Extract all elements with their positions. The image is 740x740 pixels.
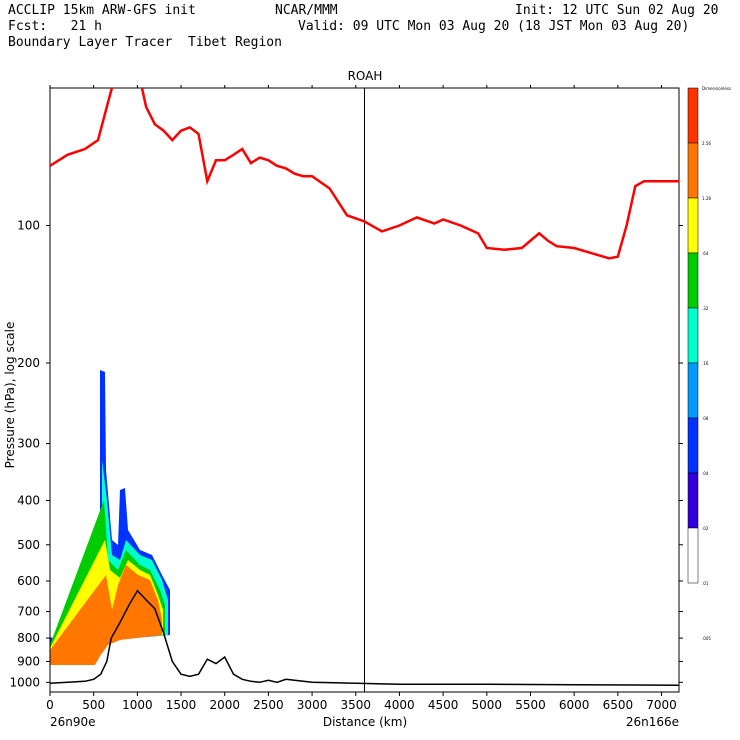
y-tick-label: 900 — [17, 654, 40, 668]
tracer-fill-layer — [50, 370, 170, 665]
y-tick-label: 300 — [17, 436, 40, 450]
header-right-line1: Init: 12 UTC Sun 02 Aug 20 — [515, 3, 719, 18]
colorbar-swatch — [687, 362, 699, 419]
terrain-line — [50, 589, 679, 687]
x-tick-label: 5000 — [472, 698, 503, 712]
x-tick-label: 4000 — [384, 698, 415, 712]
y-tick-label: 100 — [17, 219, 40, 233]
x-tick-label: 500 — [82, 698, 105, 712]
x-tick-label: 0 — [46, 698, 54, 712]
y-tick-label: 200 — [17, 356, 40, 370]
x-tick-label: 7000 — [646, 698, 677, 712]
y-tick-label: 600 — [17, 574, 40, 588]
y-tick-label: 800 — [17, 631, 40, 645]
x-start-label: 26n90e — [50, 715, 96, 729]
tropopause-line — [50, 88, 679, 260]
header-right-line2: Valid: 09 UTC Mon 03 Aug 20 (18 JST Mon … — [298, 19, 690, 34]
header-left-line3: Boundary Layer Tracer Tibet Region — [8, 35, 282, 50]
colorbar-swatch — [687, 472, 699, 529]
x-tick-label: 1000 — [122, 698, 153, 712]
colorbar-label: 1.28 — [702, 196, 711, 201]
colorbar-label: .16 — [702, 361, 709, 366]
x-tick-label: 6000 — [559, 698, 590, 712]
plot-axes: 0 500 1000 1500 2000 2500 3000 3500 4000 4500 5000… — [9, 85, 683, 712]
y-tick-label: 500 — [17, 538, 40, 552]
x-axis-label: Distance (km) — [323, 715, 407, 729]
colorbar-label: .02 — [702, 526, 709, 531]
chart-title: ROAH — [348, 69, 383, 83]
x-tick-label: 3000 — [297, 698, 328, 712]
x-tick-label: 4500 — [428, 698, 459, 712]
x-tick-label: 5500 — [515, 698, 546, 712]
y-tick-label: 1000 — [9, 675, 40, 689]
colorbar-label: .08 — [702, 416, 709, 421]
colorbar-label: 2.56 — [702, 141, 711, 146]
x-tick-label: 6500 — [603, 698, 634, 712]
colorbar-label: .32 — [702, 306, 709, 311]
x-tick-label: 3500 — [340, 698, 371, 712]
colorbar-label: .64 — [702, 251, 709, 256]
colorbar-swatch — [687, 142, 699, 199]
x-tick-label: 1500 — [166, 698, 197, 712]
colorbar-label: .04 — [702, 471, 709, 476]
colorbar: Dimensionless 2.56 1.28 .64 .32 .16 .08 .04 .02.… — [687, 86, 731, 641]
colorbar-swatch — [687, 307, 699, 364]
y-tick-label: 700 — [17, 605, 40, 619]
header-center-line1: NCAR/MMM — [275, 3, 338, 18]
header-left-line1: ACCLIP 15km ARW-GFS init — [8, 3, 196, 18]
colorbar-swatch — [687, 87, 699, 144]
x-tick-label: 2500 — [253, 698, 284, 712]
colorbar-swatch — [687, 197, 699, 254]
tracer-orange-fill — [50, 565, 162, 665]
colorbar-swatch — [687, 252, 699, 309]
colorbar-label: .005 — [702, 636, 711, 641]
colorbar-swatch — [687, 527, 699, 584]
colorbar-swatch — [687, 417, 699, 474]
header-left-line2: Fcst: 21 h — [8, 19, 102, 34]
x-tick-label: 2000 — [209, 698, 240, 712]
colorbar-label: Dimensionless — [702, 86, 731, 91]
y-tick-label: 400 — [17, 494, 40, 508]
x-end-label: 26n166e — [626, 715, 679, 729]
y-axis-label: Pressure (hPa), log scale — [3, 322, 17, 469]
colorbar-label: .01 — [702, 581, 709, 586]
